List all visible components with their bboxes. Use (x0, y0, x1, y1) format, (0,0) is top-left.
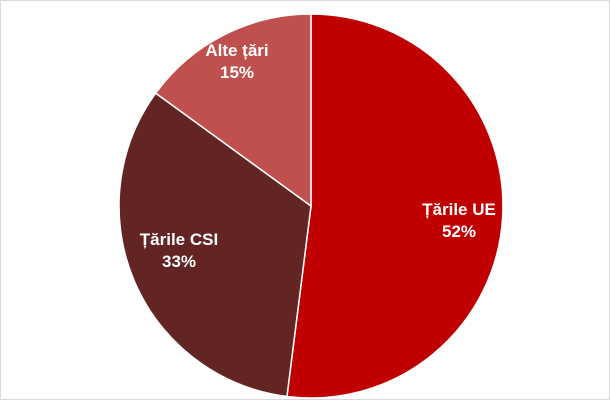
slice-percent-label: 15% (220, 63, 254, 82)
slice-category-label: Alte țări (205, 41, 268, 60)
slice-label-3: Alte țări 15% (205, 41, 268, 82)
slice-percent-label: 33% (162, 252, 196, 271)
pie-slice-2 (118, 92, 312, 398)
slice-category-label: Țările UE (422, 200, 496, 219)
slice-label-1: Țările UE 52% (422, 200, 496, 241)
pie-slice-3 (154, 13, 312, 208)
slices-layer (118, 13, 504, 399)
slice-percent-label: 52% (442, 222, 476, 241)
slice-category-label: Țările CSI (140, 230, 218, 249)
pie-slice-1 (286, 13, 504, 399)
slice-label-2: Țările CSI 33% (140, 230, 218, 271)
labels-layer: Țările UE 52% Țările CSI 33% Alte țări 15% (140, 41, 496, 271)
